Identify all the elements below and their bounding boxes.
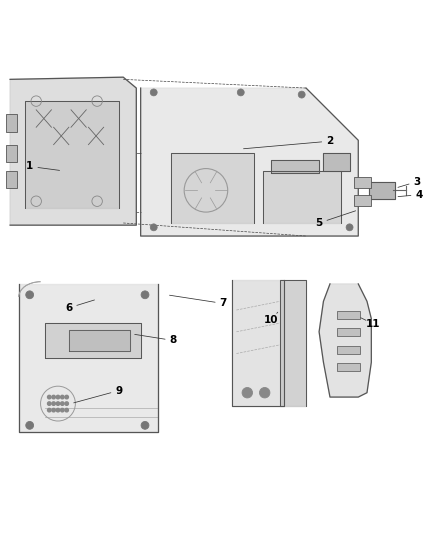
Circle shape bbox=[150, 224, 157, 231]
Circle shape bbox=[141, 291, 149, 298]
Text: 2: 2 bbox=[326, 136, 334, 146]
Circle shape bbox=[47, 408, 51, 412]
Bar bbox=[354, 177, 371, 188]
Bar bbox=[354, 195, 371, 206]
Polygon shape bbox=[10, 77, 136, 225]
Bar bbox=[336, 328, 360, 336]
Text: 6: 6 bbox=[65, 303, 72, 313]
Bar bbox=[6, 171, 17, 188]
Circle shape bbox=[141, 422, 149, 429]
Polygon shape bbox=[141, 88, 358, 236]
Circle shape bbox=[26, 422, 34, 429]
Circle shape bbox=[259, 387, 270, 398]
Circle shape bbox=[65, 402, 68, 405]
Polygon shape bbox=[323, 154, 350, 171]
Circle shape bbox=[26, 291, 34, 298]
Circle shape bbox=[242, 387, 253, 398]
Polygon shape bbox=[262, 171, 341, 223]
Polygon shape bbox=[45, 323, 141, 358]
Text: 9: 9 bbox=[115, 385, 123, 395]
Bar bbox=[6, 144, 17, 162]
Circle shape bbox=[52, 395, 55, 399]
Bar bbox=[6, 114, 17, 132]
Circle shape bbox=[237, 89, 244, 96]
Circle shape bbox=[60, 402, 64, 405]
Text: 4: 4 bbox=[416, 190, 423, 200]
Circle shape bbox=[65, 395, 68, 399]
Text: 11: 11 bbox=[366, 319, 381, 329]
Circle shape bbox=[56, 395, 60, 399]
Polygon shape bbox=[271, 160, 319, 173]
Text: 8: 8 bbox=[170, 335, 177, 345]
Bar bbox=[336, 363, 360, 371]
Polygon shape bbox=[280, 279, 306, 406]
Circle shape bbox=[150, 89, 157, 96]
Bar bbox=[336, 311, 360, 319]
Polygon shape bbox=[19, 284, 158, 432]
Circle shape bbox=[298, 91, 305, 98]
Circle shape bbox=[47, 402, 51, 405]
Text: 10: 10 bbox=[264, 314, 279, 325]
Polygon shape bbox=[369, 182, 395, 199]
Polygon shape bbox=[232, 279, 284, 406]
Text: 5: 5 bbox=[315, 218, 323, 228]
Circle shape bbox=[65, 408, 68, 412]
Text: 7: 7 bbox=[220, 298, 227, 309]
Polygon shape bbox=[25, 101, 119, 208]
Text: 3: 3 bbox=[413, 176, 420, 187]
Circle shape bbox=[47, 395, 51, 399]
Circle shape bbox=[52, 408, 55, 412]
Circle shape bbox=[346, 224, 353, 231]
Circle shape bbox=[52, 402, 55, 405]
Circle shape bbox=[60, 395, 64, 399]
Circle shape bbox=[56, 402, 60, 405]
Text: 1: 1 bbox=[26, 161, 33, 172]
Circle shape bbox=[56, 408, 60, 412]
Polygon shape bbox=[171, 154, 254, 223]
Polygon shape bbox=[69, 329, 130, 351]
Bar bbox=[336, 346, 360, 353]
Polygon shape bbox=[319, 284, 371, 397]
Circle shape bbox=[60, 408, 64, 412]
